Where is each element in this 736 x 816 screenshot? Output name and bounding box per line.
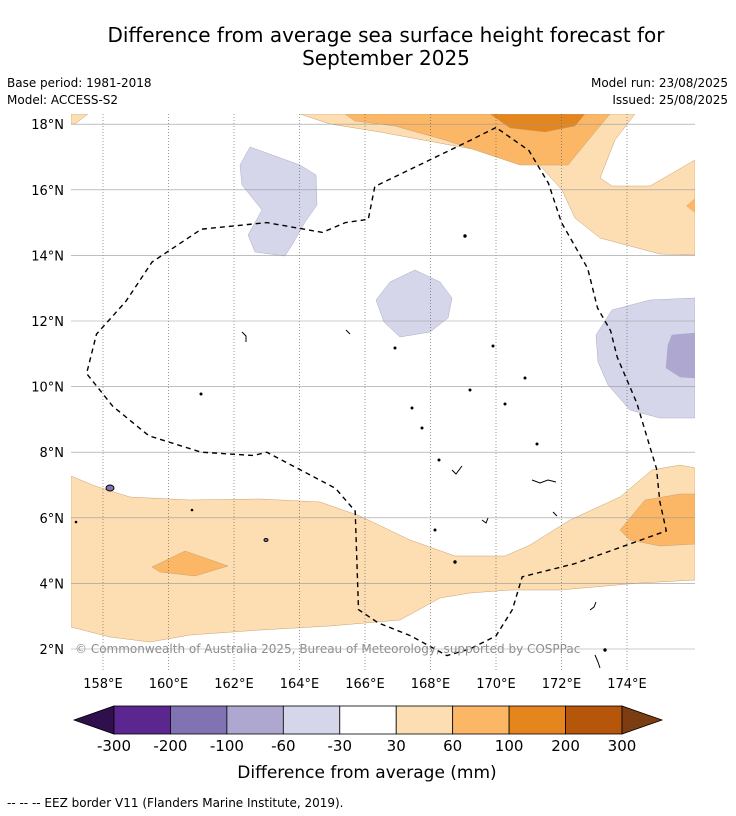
island — [603, 648, 607, 652]
anomaly-patch-negative-east-60-100 — [665, 332, 695, 379]
copyright-notice: © Commonwealth of Australia 2025, Bureau… — [75, 642, 580, 656]
colorbar — [72, 705, 664, 735]
colorbar-tick: 60 — [443, 737, 462, 755]
island — [105, 484, 115, 492]
lat-tick-label: 4°N — [40, 577, 65, 592]
colorbar-segment — [339, 705, 397, 735]
lon-tick-label: 168°E — [411, 677, 451, 692]
anomaly-band-south-30-60 — [71, 464, 695, 643]
colorbar-segment — [113, 705, 171, 735]
colorbar-tick: -100 — [210, 737, 244, 755]
island — [481, 517, 489, 524]
lon-tick-label: 162°E — [214, 677, 254, 692]
island — [468, 388, 472, 392]
island — [241, 331, 247, 342]
anomaly-patch-north-100-200 — [489, 114, 586, 133]
colorbar-label: Difference from average (mm) — [237, 763, 496, 783]
lat-tick-label: 12°N — [31, 315, 64, 330]
lat-tick-label: 14°N — [31, 249, 64, 264]
issued-label: Issued: 25/08/2025 — [612, 93, 728, 107]
anomaly-patch-negative-central — [375, 269, 453, 338]
island — [345, 329, 351, 335]
colorbar-tick-labels: -300 -200 -100 -60 -30 30 60 100 200 300 — [97, 737, 636, 755]
island — [594, 654, 601, 669]
anomaly-patch-negative-northwest — [239, 146, 318, 257]
eez-footnote: -- -- -- EEZ border V11 (Flanders Marine… — [7, 796, 344, 810]
island — [393, 346, 397, 350]
island — [589, 601, 597, 611]
anomaly-patch-negative-east — [595, 297, 695, 419]
map-plot-area: © Commonwealth of Australia 2025, Bureau… — [71, 114, 695, 670]
island — [491, 344, 495, 348]
islands — [74, 234, 607, 669]
colorbar-tick: -60 — [271, 737, 296, 755]
colorbar-tick: 200 — [551, 737, 580, 755]
eez-border-line — [85, 126, 668, 657]
lat-tick-label: 16°N — [31, 184, 64, 199]
island — [523, 376, 527, 380]
colorbar-tick: -200 — [153, 737, 187, 755]
island — [410, 406, 414, 410]
island — [433, 528, 437, 532]
graticule — [71, 114, 695, 670]
island — [437, 458, 441, 462]
colorbar-segment — [452, 705, 510, 735]
lon-tick-label: 172°E — [542, 677, 582, 692]
island — [190, 508, 194, 512]
lat-tick-label: 10°N — [31, 381, 64, 396]
island — [463, 234, 467, 238]
colorbar-segment — [395, 705, 454, 735]
colorbar-tick: -300 — [97, 737, 131, 755]
island — [453, 560, 457, 564]
lon-tick-label: 174°E — [607, 677, 647, 692]
colorbar-segment — [565, 705, 623, 735]
island — [451, 465, 463, 475]
model-label: Model: ACCESS-S2 — [7, 93, 119, 107]
lat-tick-label: 18°N — [31, 118, 64, 133]
anomaly-patch-east-edge — [686, 198, 695, 213]
island — [420, 426, 424, 430]
lon-tick-label: 166°E — [345, 677, 385, 692]
colorbar-tick: 300 — [608, 737, 637, 755]
colorbar-under-arrow — [72, 705, 115, 735]
lat-tick-label: 8°N — [40, 446, 65, 461]
island — [503, 402, 507, 406]
island — [552, 511, 558, 517]
lon-tick-label: 160°E — [149, 677, 189, 692]
colorbar-tick: -30 — [328, 737, 353, 755]
colorbar-segment — [282, 705, 341, 735]
anomaly-patch-south-60-100 — [151, 550, 229, 577]
anomaly-patch-east-60-100 — [619, 493, 695, 547]
colorbar-segment — [170, 705, 228, 735]
island — [535, 442, 539, 446]
longitude-labels: 158°E 160°E 162°E 164°E 166°E 168°E 170°E 172°E… — [83, 677, 647, 692]
island — [531, 479, 557, 484]
model-run-label: Model run: 23/08/2025 — [590, 76, 728, 90]
colorbar-segment — [508, 705, 566, 735]
island — [263, 538, 269, 542]
anomaly-band-north-30-60 — [299, 114, 695, 256]
colorbar-tick: 100 — [495, 737, 524, 755]
chart-title-line2: September 2025 — [302, 46, 470, 70]
colorbar-segment — [226, 705, 284, 735]
lat-tick-label: 2°N — [40, 643, 65, 658]
island — [74, 520, 78, 524]
lon-tick-label: 158°E — [83, 677, 123, 692]
lon-tick-label: 164°E — [280, 677, 320, 692]
chart-title-line1: Difference from average sea surface heig… — [107, 23, 665, 47]
colorbar-tick: 30 — [387, 737, 406, 755]
latitude-labels: 2°N 4°N 6°N 8°N 10°N 12°N 14°N 16°N 18°N — [31, 118, 64, 658]
lon-tick-label: 170°E — [476, 677, 516, 692]
island — [199, 392, 203, 396]
lat-tick-label: 6°N — [40, 512, 65, 527]
colorbar-over-arrow — [621, 705, 664, 735]
forecast-map: © Commonwealth of Australia 2025, Bureau… — [31, 114, 695, 783]
base-period-label: Base period: 1981-2018 — [7, 76, 152, 90]
